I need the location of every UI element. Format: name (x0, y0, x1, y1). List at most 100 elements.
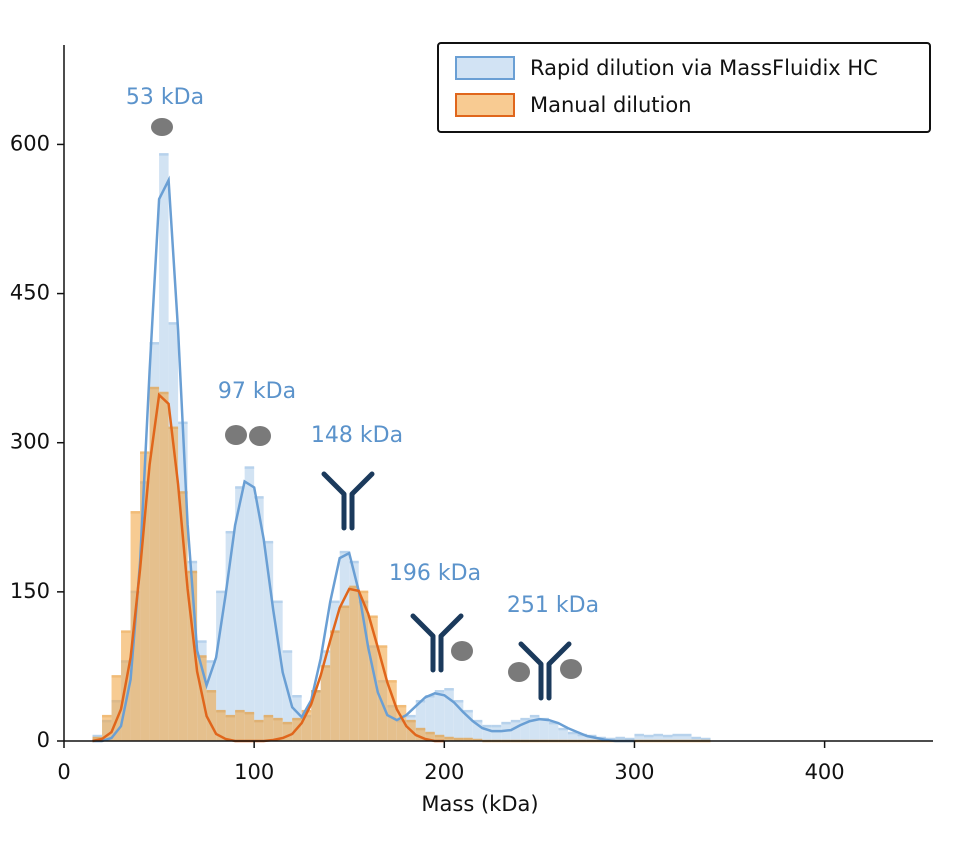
monomer-icon (508, 662, 530, 682)
x-tick-label: 200 (424, 760, 464, 784)
histogram-bar (491, 726, 502, 741)
y-tick-label: 300 (10, 430, 50, 454)
histogram-bar (102, 716, 112, 741)
x-tick-label: 400 (805, 760, 845, 784)
histogram-bar (672, 735, 682, 741)
histogram-bar (415, 729, 426, 741)
histogram-bar (425, 696, 435, 741)
y-tick-label: 0 (37, 728, 50, 752)
histogram-bar (643, 736, 654, 741)
monomer-icon (225, 425, 247, 445)
histogram-bar (273, 601, 283, 741)
histogram-bar (681, 735, 692, 741)
histogram-bar (187, 571, 198, 741)
molecule-icons (151, 118, 582, 698)
y-tick-label: 150 (10, 579, 50, 603)
histogram-bar (444, 738, 454, 741)
histogram-bar (453, 701, 464, 741)
histogram-bar (349, 586, 359, 741)
legend-swatch (455, 56, 515, 80)
histogram-bar (501, 723, 511, 741)
histogram-bar (111, 676, 122, 741)
fit-curve (92, 175, 635, 743)
histogram-bar (225, 716, 236, 741)
histogram-bar (263, 542, 274, 741)
histogram-bar (444, 689, 454, 741)
histogram-bar (225, 532, 236, 741)
monomer-icon (249, 426, 271, 446)
antibody-icon (413, 616, 461, 670)
histogram-bar (434, 691, 445, 741)
histogram-bar (653, 735, 663, 741)
legend-label: Manual dilution (530, 93, 692, 117)
histogram-bar (472, 721, 483, 741)
histogram-bar (320, 666, 331, 741)
histogram-bar (244, 713, 255, 741)
y-tick-label: 600 (10, 131, 50, 155)
histogram-bar (434, 736, 445, 741)
y-tick-label: 450 (10, 281, 50, 305)
histogram-bar (235, 711, 245, 741)
histogram-bar (311, 691, 321, 741)
histogram-bar (634, 735, 644, 741)
histogram-bar (263, 716, 274, 741)
monomer-icon (560, 659, 582, 679)
histogram-bar (149, 388, 160, 741)
histogram-bar (377, 646, 388, 741)
histogram-bar (206, 691, 217, 741)
histogram-bar (520, 719, 530, 741)
legend-swatch (455, 93, 515, 117)
histogram-bar (178, 492, 188, 741)
peak-label: 97 kDa (218, 379, 296, 404)
histogram-bar (586, 736, 597, 741)
histogram-bar (396, 706, 407, 741)
histogram-bar (254, 497, 264, 741)
histogram-bar (216, 591, 226, 741)
x-tick-label: 0 (57, 760, 70, 784)
histogram-bar (216, 711, 226, 741)
histogram-bar (244, 467, 255, 741)
histogram-bar (567, 733, 578, 741)
histogram-bar (548, 723, 559, 741)
peak-label: 251 kDa (507, 593, 599, 618)
histogram-bar (482, 726, 492, 741)
histogram-bar (254, 721, 264, 741)
legend: Rapid dilution via MassFluidix HC Manual … (437, 42, 931, 133)
histogram-bar (159, 393, 169, 741)
histogram-bar (282, 651, 293, 741)
histogram-bar (529, 716, 540, 741)
monomer-icon (151, 118, 173, 136)
legend-box (437, 42, 931, 133)
x-tick-label: 300 (614, 760, 654, 784)
histogram-bar (425, 733, 435, 741)
histogram-bar (140, 452, 150, 741)
histogram-bar (615, 738, 625, 741)
histogram-bar (539, 719, 549, 741)
histogram-bar (415, 701, 426, 741)
legend-label: Rapid dilution via MassFluidix HC (530, 56, 878, 80)
histogram-bar (558, 729, 568, 741)
histogram-bar (463, 711, 473, 741)
histogram-bar (691, 738, 702, 741)
histogram-bar (301, 711, 312, 741)
histogram-bar (510, 721, 521, 741)
plot-area: 0 150 300 450 600 0 100 200 300 400 (10, 45, 933, 784)
antibody-icon (324, 474, 372, 528)
histogram-bar (235, 487, 245, 741)
histogram-bar (282, 723, 293, 741)
histogram-bar (273, 719, 283, 741)
histogram-bar (368, 616, 378, 741)
histogram-bar (387, 681, 397, 741)
histogram-bar (168, 427, 179, 741)
x-tick-label: 100 (234, 760, 274, 784)
histogram-bar (358, 591, 369, 741)
x-axis-title: Mass (kDa) (421, 792, 538, 816)
histogram-bar (330, 631, 340, 741)
monomer-icon (451, 641, 473, 661)
histogram-bar (339, 606, 350, 741)
peak-label: 53 kDa (126, 85, 204, 110)
peak-label: 196 kDa (389, 561, 481, 586)
histogram-bar (662, 736, 673, 741)
